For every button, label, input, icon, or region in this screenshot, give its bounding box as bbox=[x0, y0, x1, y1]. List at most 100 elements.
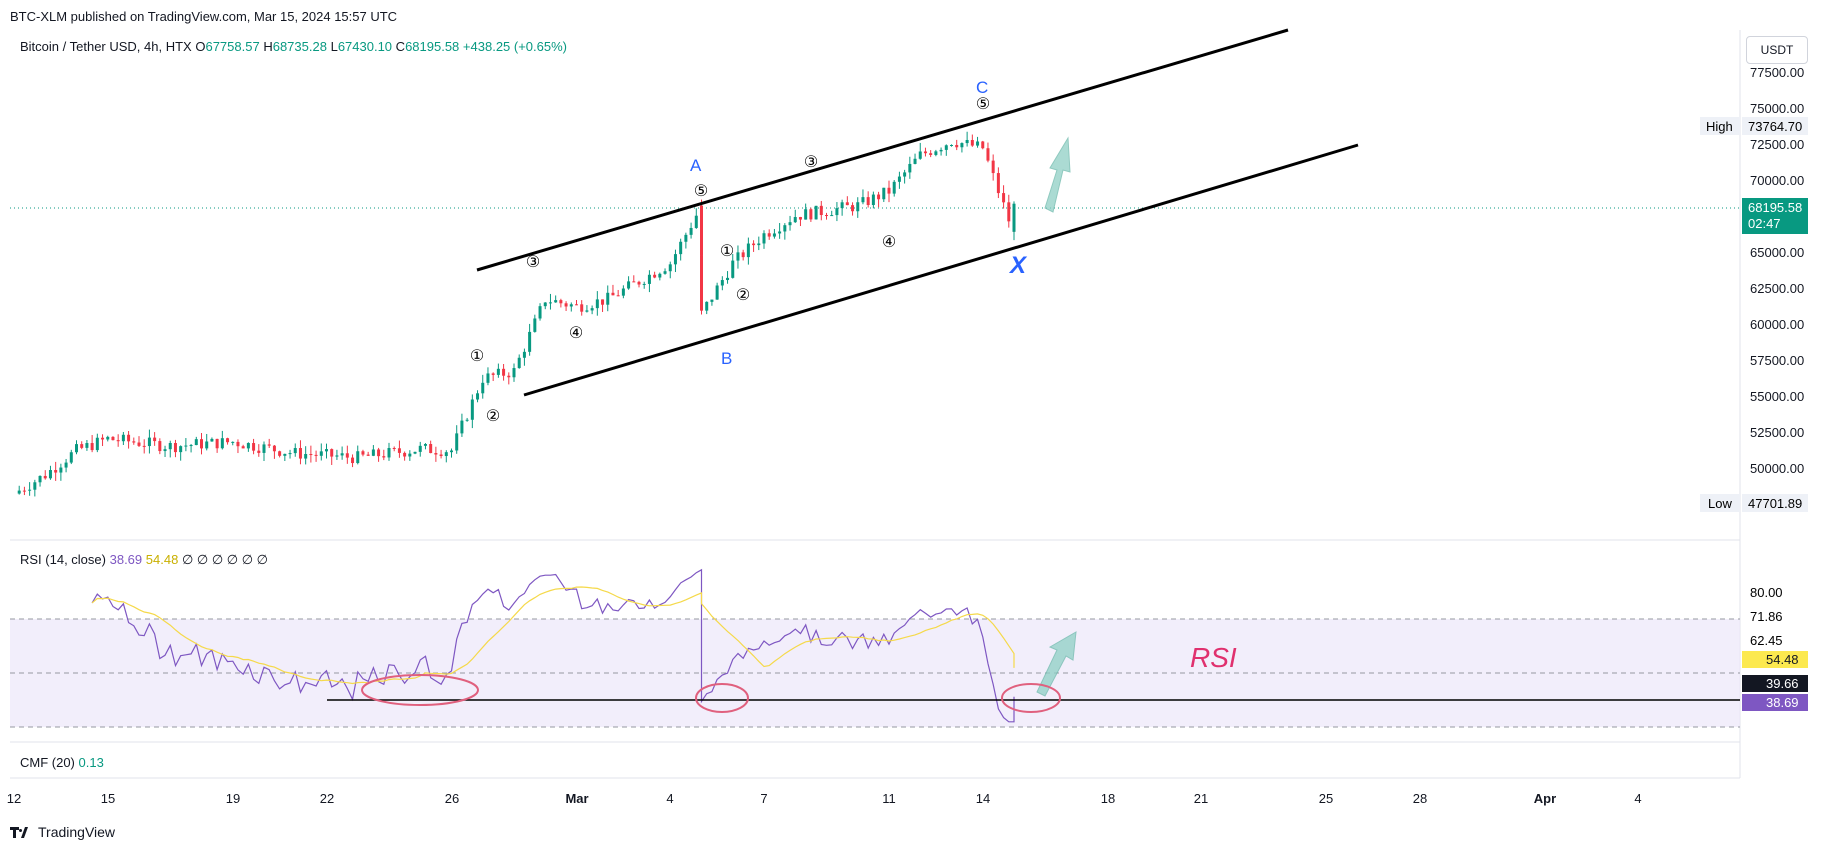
candle-body bbox=[736, 252, 740, 261]
candle-body bbox=[304, 454, 308, 459]
count-label: ① bbox=[470, 348, 484, 365]
time-axis[interactable]: 12 15 19 22 26 Mar 4 7 11 14 18 21 25 28… bbox=[7, 791, 1642, 806]
channel-lower-line[interactable] bbox=[523, 143, 1359, 397]
rsi-highlight-circle[interactable] bbox=[361, 674, 479, 706]
candle-body bbox=[778, 231, 782, 234]
candle-body bbox=[257, 450, 261, 453]
candle-body bbox=[205, 441, 209, 449]
candle-body bbox=[33, 482, 37, 490]
candle-body bbox=[64, 462, 68, 468]
low-value-bg bbox=[1742, 494, 1808, 512]
footer-brand[interactable]: TradingView bbox=[10, 824, 115, 840]
time-tick: 25 bbox=[1319, 791, 1333, 806]
candle-body bbox=[991, 160, 995, 174]
candle-body bbox=[517, 357, 521, 369]
price-tick: 55000.00 bbox=[1750, 389, 1804, 404]
candle-body bbox=[950, 144, 953, 146]
candle-body bbox=[580, 304, 584, 312]
candle-body bbox=[960, 143, 964, 148]
ohlc-open: 67758.57 bbox=[205, 39, 260, 54]
time-tick: 26 bbox=[445, 791, 459, 806]
candle-body bbox=[882, 187, 886, 200]
candle-body bbox=[965, 139, 969, 144]
candle-body bbox=[720, 280, 724, 286]
candle-body bbox=[69, 452, 73, 463]
candle-body bbox=[434, 453, 438, 455]
time-tick: 18 bbox=[1101, 791, 1115, 806]
high-value-bg bbox=[1742, 117, 1808, 135]
wave-label-c: C bbox=[976, 78, 988, 97]
candle-body bbox=[616, 295, 620, 297]
candle-body bbox=[184, 445, 188, 447]
time-tick: 7 bbox=[760, 791, 767, 806]
candle-body bbox=[892, 181, 896, 194]
count-label: ② bbox=[486, 408, 500, 425]
price-axis[interactable]: 77500.00 75000.00 72500.00 70000.00 6500… bbox=[1750, 65, 1804, 476]
candle-body bbox=[106, 436, 110, 440]
candles-layer bbox=[17, 131, 1016, 497]
candle-body bbox=[142, 445, 146, 447]
time-tick: 28 bbox=[1413, 791, 1427, 806]
candle-body bbox=[80, 444, 84, 448]
candle-body bbox=[726, 277, 730, 281]
rsi-highlight-circle[interactable] bbox=[1001, 683, 1061, 713]
cmf-legend[interactable]: CMF (20) 0.13 bbox=[20, 755, 104, 770]
candle-body bbox=[746, 243, 750, 258]
candle-body bbox=[340, 453, 344, 456]
symbol-legend[interactable]: Bitcoin / Tether USD, 4h, HTX O67758.57 … bbox=[20, 39, 567, 54]
candle-body bbox=[163, 449, 167, 452]
time-tick: 21 bbox=[1194, 791, 1208, 806]
candle-body bbox=[585, 310, 589, 312]
candle-body bbox=[28, 489, 32, 491]
candle-body bbox=[569, 304, 573, 307]
candle-body bbox=[387, 447, 391, 458]
time-tick: 11 bbox=[882, 791, 896, 806]
rsi-arrow-icon[interactable] bbox=[1036, 631, 1077, 697]
rsi-highlight-circle[interactable] bbox=[695, 683, 749, 713]
countdown-value: 02:47 bbox=[1748, 216, 1781, 231]
candle-body bbox=[179, 446, 183, 453]
candle-body bbox=[522, 351, 526, 358]
candle-body bbox=[637, 281, 641, 285]
candle-body bbox=[923, 151, 927, 154]
rsi-tick: 71.86 bbox=[1750, 609, 1783, 624]
candle-body bbox=[465, 419, 469, 421]
candle-body bbox=[934, 151, 938, 155]
rsi-legend[interactable]: RSI (14, close) 38.69 54.48 ∅ ∅ ∅ ∅ ∅ ∅ bbox=[20, 552, 268, 568]
candle-body bbox=[996, 173, 1000, 194]
low-value: 47701.89 bbox=[1748, 496, 1802, 511]
candle-body bbox=[554, 300, 558, 303]
candle-body bbox=[283, 453, 287, 456]
price-tick: 60000.00 bbox=[1750, 317, 1804, 332]
symbol-name: Bitcoin / Tether USD, 4h, HTX bbox=[20, 39, 192, 54]
candle-body bbox=[298, 448, 302, 459]
candle-body bbox=[825, 215, 828, 217]
candle-body bbox=[512, 368, 516, 378]
candle-body bbox=[481, 382, 485, 394]
price-tick: 75000.00 bbox=[1750, 101, 1804, 116]
candle-body bbox=[767, 233, 771, 237]
candle-body bbox=[944, 145, 948, 150]
candle-body bbox=[356, 451, 360, 464]
candle-body bbox=[783, 225, 787, 232]
candle-body bbox=[700, 255, 703, 311]
candle-body bbox=[689, 227, 693, 235]
channel-upper-line[interactable] bbox=[476, 28, 1289, 272]
ohlc-high: 68735.28 bbox=[272, 39, 327, 54]
candle-body bbox=[502, 368, 506, 376]
candle-body bbox=[455, 433, 459, 451]
candle-body bbox=[798, 217, 802, 220]
price-arrow-icon[interactable] bbox=[1044, 136, 1071, 213]
rsi-legend-title: RSI (14, close) bbox=[20, 552, 106, 567]
candle-body bbox=[851, 205, 855, 212]
candle-body bbox=[908, 163, 912, 173]
currency-button[interactable]: USDT bbox=[1746, 36, 1808, 64]
candle-body bbox=[267, 444, 271, 446]
candle-body bbox=[642, 283, 646, 285]
time-tick: 4 bbox=[1634, 791, 1641, 806]
ohlc-o-label: O bbox=[195, 39, 206, 54]
rsi-layer bbox=[91, 568, 1015, 723]
candle-body bbox=[43, 475, 47, 479]
